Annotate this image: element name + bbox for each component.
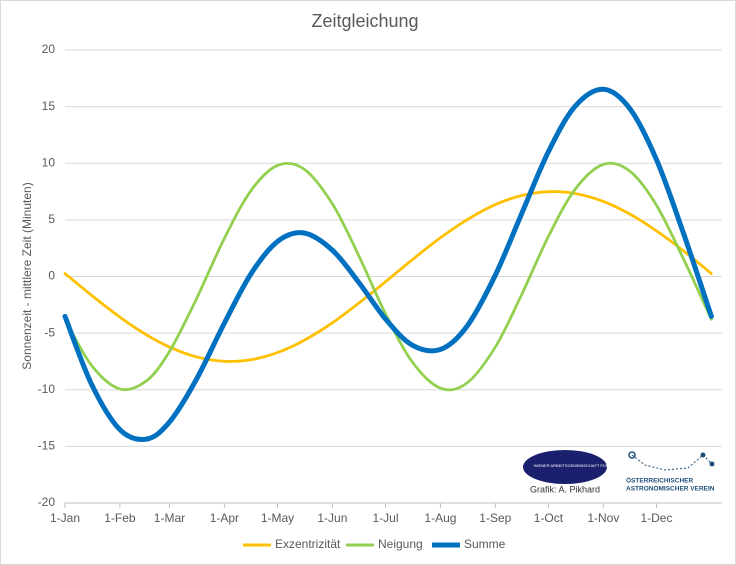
logo-text: WIENER ARBEITSGEMEINSCHAFT FÜR ASTRONOMI… <box>534 463 637 468</box>
legend-label: Exzentrizität <box>275 537 341 551</box>
x-tick-label: 1-Mar <box>154 511 185 525</box>
line-series <box>63 161 713 392</box>
logo-oav: ÖSTERREICHISCHER ASTRONOMISCHER VEREIN <box>626 451 715 493</box>
x-tick-label: 1-Nov <box>587 511 619 525</box>
x-tick-label: 1-Dec <box>640 511 672 525</box>
x-tick-label: 1-Aug <box>424 511 456 525</box>
y-tick-label: -10 <box>38 382 56 396</box>
y-tick-label: 15 <box>42 99 56 113</box>
line-series <box>63 190 713 363</box>
logo-ellipse <box>523 450 607 484</box>
y-tick-label: -15 <box>38 439 56 453</box>
x-tick-label: 1-Oct <box>534 511 564 525</box>
credit: Grafik: A. Pikhard <box>530 484 600 494</box>
y-tick-label: -20 <box>38 495 56 509</box>
x-tick-label: 1-Apr <box>210 511 239 525</box>
y-axis-label: Sonnenzeit - mittlere Zeit (Minuten) <box>20 182 34 369</box>
line-series <box>62 86 714 442</box>
logo-star <box>709 461 715 467</box>
y-tick-label: -5 <box>44 325 55 339</box>
y-tick-label: 5 <box>48 212 55 226</box>
x-tick-label: 1-Feb <box>104 511 136 525</box>
x-tick-label: 1-Jun <box>317 511 347 525</box>
logo-text: ÖSTERREICHISCHER <box>626 476 693 485</box>
logo-star <box>700 452 706 458</box>
x-tick-label: 1-Jan <box>50 511 80 525</box>
x-tick-label: 1-Sep <box>479 511 511 525</box>
x-tick-label: 1-May <box>261 511 294 525</box>
legend-label: Neigung <box>378 537 423 551</box>
y-tick-label: 20 <box>42 42 56 56</box>
logo-text: ASTRONOMISCHER VEREIN <box>626 486 715 493</box>
chart-title: Zeitgleichung <box>311 11 418 31</box>
legend-label: Summe <box>464 537 506 551</box>
x-tick-label: 1-Jul <box>373 511 399 525</box>
logo-wag: WIENER ARBEITSGEMEINSCHAFT FÜR ASTRONOMI… <box>523 450 637 494</box>
logo-constellation <box>631 454 713 471</box>
logo-star <box>628 451 636 459</box>
y-tick-label: 0 <box>48 269 55 283</box>
y-tick-label: 10 <box>42 155 56 169</box>
